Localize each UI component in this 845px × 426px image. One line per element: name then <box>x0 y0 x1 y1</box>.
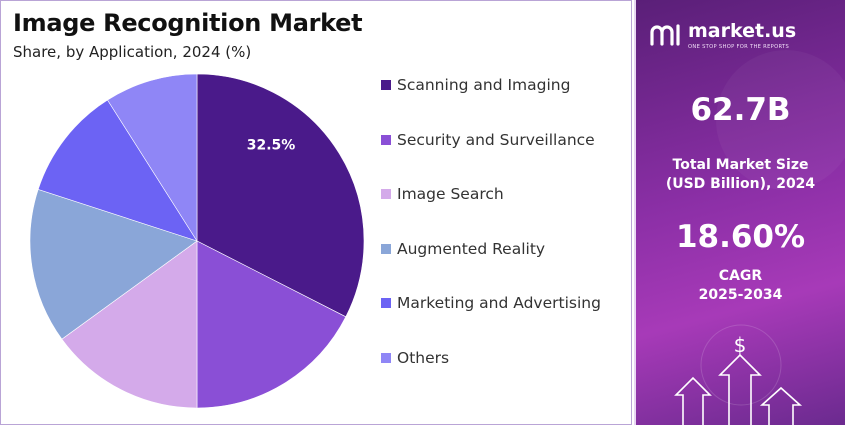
legend-item: Image Search <box>381 167 601 222</box>
stats-panel: $ market.us ONE STOP SHOP FOR THE REPORT… <box>634 0 845 425</box>
pie-slice <box>29 189 198 340</box>
pie-slice <box>61 240 198 409</box>
legend-swatch <box>381 243 391 254</box>
legend-swatch <box>381 80 391 91</box>
market-size-label-line2: (USD Billion), 2024 <box>665 176 816 192</box>
brand-tagline: ONE STOP SHOP FOR THE REPORTS <box>688 44 790 50</box>
pie-slice <box>107 73 198 243</box>
dollar-sign: $ <box>734 333 747 357</box>
market-size-label-line1: Total Market Size <box>672 157 809 173</box>
legend-label: Augmented Reality <box>397 239 546 258</box>
pie-slice <box>37 99 198 242</box>
growth-arrows-icon <box>674 353 803 425</box>
legend-item: Scanning and Imaging <box>381 58 601 113</box>
legend-label: Scanning and Imaging <box>397 76 571 95</box>
legend-label: Security and Surveillance <box>397 130 595 149</box>
legend-swatch <box>381 189 391 200</box>
cagr-label-line1: CAGR <box>718 268 763 284</box>
chart-subtitle: Share, by Application, 2024 (%) <box>13 43 252 61</box>
legend-swatch <box>381 352 391 363</box>
cagr-label-line2: 2025-2034 <box>698 287 783 303</box>
market-us-logo-icon <box>650 24 680 46</box>
slice-data-label: 32.5% <box>247 138 296 154</box>
pie-slice <box>196 73 365 318</box>
chart-title: Image Recognition Market <box>13 9 363 37</box>
legend-label: Marketing and Advertising <box>397 294 601 313</box>
background-decoration: $ <box>674 50 845 425</box>
legend-item: Others <box>381 331 601 386</box>
brand-logo: market.us ONE STOP SHOP FOR THE REPORTS <box>650 18 835 54</box>
pie-slice <box>196 240 347 409</box>
legend-label: Image Search <box>397 185 504 204</box>
legend-item: Security and Surveillance <box>381 113 601 168</box>
legend-item: Marketing and Advertising <box>381 276 601 331</box>
chart-legend: Scanning and Imaging Security and Survei… <box>381 71 601 398</box>
legend-swatch <box>381 134 391 145</box>
legend-item: Augmented Reality <box>381 222 601 277</box>
chart-panel: Image Recognition Market Share, by Appli… <box>0 0 632 425</box>
legend-label: Others <box>397 348 450 367</box>
pie-chart: 32.5% <box>29 73 365 409</box>
brand-name: market.us <box>688 20 797 42</box>
legend-swatch <box>381 298 391 309</box>
cagr-value: 18.60% <box>675 219 806 255</box>
market-size-value: 62.7B <box>690 92 791 128</box>
